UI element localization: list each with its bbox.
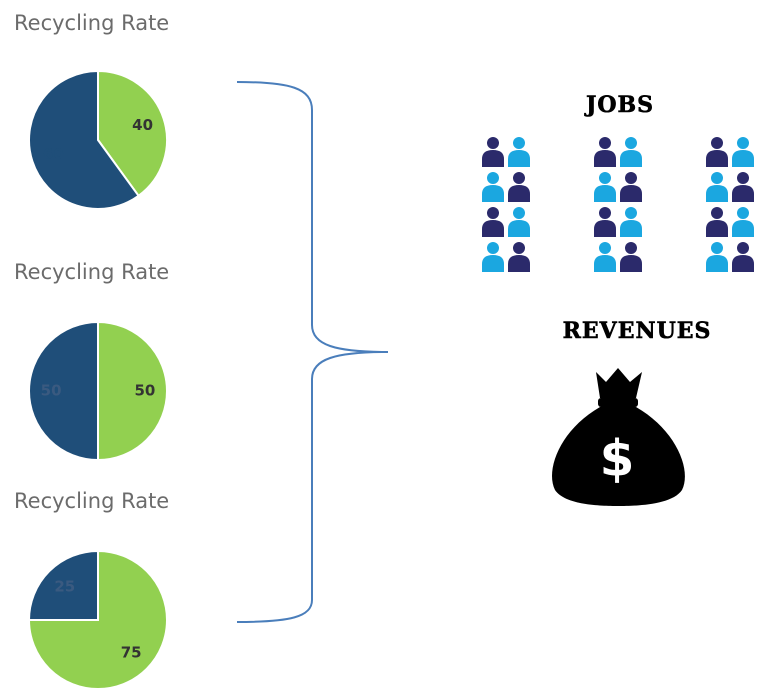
person-head: [737, 172, 749, 184]
pie-slice: [27, 549, 168, 689]
person-head: [711, 172, 723, 184]
data-label: 40: [132, 116, 153, 134]
people-icons: [482, 137, 754, 272]
person-head: [737, 207, 749, 219]
jobs-title: JOBS: [584, 92, 654, 118]
dollar-sign: $: [600, 430, 635, 488]
data-label: 50: [134, 382, 155, 400]
data-label: 50: [41, 382, 62, 400]
person-head: [737, 242, 749, 254]
person-body: [706, 220, 728, 237]
person-head: [599, 207, 611, 219]
chart-title: Recycling Rate: [14, 11, 169, 35]
pie-slice: [97, 69, 168, 198]
person-head: [711, 242, 723, 254]
person-body: [508, 150, 530, 167]
person-body: [508, 255, 530, 272]
person-body: [594, 255, 616, 272]
person-body: [706, 255, 728, 272]
person-head: [625, 207, 637, 219]
person-body: [732, 185, 754, 202]
chart-title: Recycling Rate: [14, 489, 169, 513]
person-body: [620, 255, 642, 272]
pie-slice: [28, 69, 140, 210]
person-body: [482, 220, 504, 237]
person-head: [711, 137, 723, 149]
person-body: [594, 220, 616, 237]
person-head: [625, 137, 637, 149]
data-label: 60: [43, 145, 64, 163]
person-body: [732, 220, 754, 237]
person-body: [508, 220, 530, 237]
person-head: [513, 172, 525, 184]
revenues-title: REVENUES: [563, 318, 712, 344]
person-body: [482, 150, 504, 167]
person-body: [706, 150, 728, 167]
person-head: [487, 242, 499, 254]
data-label: 75: [121, 644, 142, 662]
person-body: [732, 255, 754, 272]
person-body: [482, 185, 504, 202]
chart-title: Recycling Rate: [14, 260, 169, 284]
person-head: [625, 242, 637, 254]
person-body: [620, 185, 642, 202]
person-body: [620, 220, 642, 237]
person-body: [482, 255, 504, 272]
person-head: [599, 137, 611, 149]
person-head: [599, 172, 611, 184]
person-head: [513, 207, 525, 219]
person-head: [711, 207, 723, 219]
person-head: [487, 137, 499, 149]
person-head: [513, 242, 525, 254]
person-head: [625, 172, 637, 184]
person-body: [706, 185, 728, 202]
person-body: [620, 150, 642, 167]
pie-slice: [97, 320, 168, 462]
brace: [236, 81, 389, 623]
pie-slice: [28, 320, 99, 462]
data-label: 25: [54, 577, 75, 595]
person-body: [732, 150, 754, 167]
person-head: [737, 137, 749, 149]
pie-slice: [27, 549, 99, 621]
person-head: [599, 242, 611, 254]
person-body: [594, 150, 616, 167]
person-head: [513, 137, 525, 149]
person-head: [487, 207, 499, 219]
money-bag: $: [552, 368, 685, 506]
person-head: [487, 172, 499, 184]
person-body: [594, 185, 616, 202]
person-body: [508, 185, 530, 202]
